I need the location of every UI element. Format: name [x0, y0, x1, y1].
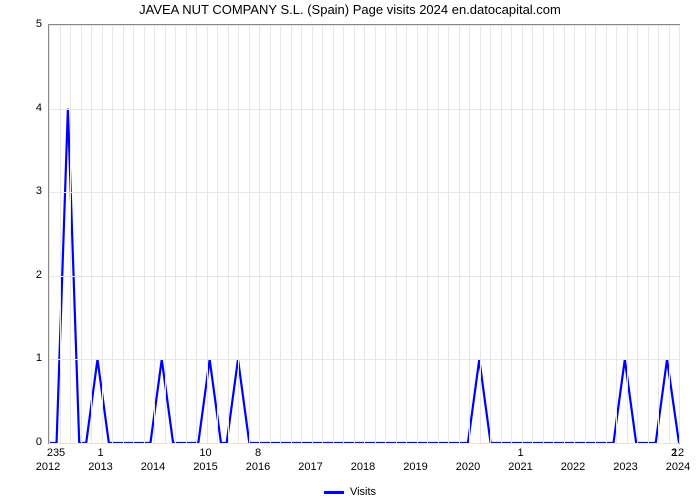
- gridline-v: [249, 25, 250, 443]
- x-tick-label: 2017: [298, 461, 322, 473]
- gridline-v: [301, 25, 302, 443]
- gridline-v: [49, 25, 50, 443]
- gridline-v: [564, 25, 565, 443]
- x-tick-label: 2014: [141, 461, 165, 473]
- gridline-v: [207, 25, 208, 443]
- gridline-v: [553, 25, 554, 443]
- gridline-v: [669, 25, 670, 443]
- y-tick-label: 2: [36, 269, 42, 281]
- gridline-v: [102, 25, 103, 443]
- gridline-v: [469, 25, 470, 443]
- gridline-v: [217, 25, 218, 443]
- gridline-v: [543, 25, 544, 443]
- x-tick-label: 2024: [666, 461, 690, 473]
- x-tick-label: 2012: [36, 461, 60, 473]
- gridline-v: [459, 25, 460, 443]
- gridline-v: [81, 25, 82, 443]
- value-label: 1: [97, 447, 103, 459]
- gridline-h: [49, 443, 679, 444]
- gridline-v: [165, 25, 166, 443]
- gridline-v: [154, 25, 155, 443]
- gridline-v: [396, 25, 397, 443]
- gridline-v: [616, 25, 617, 443]
- gridline-v: [648, 25, 649, 443]
- gridline-v: [658, 25, 659, 443]
- legend: Visits: [0, 486, 700, 498]
- gridline-v: [480, 25, 481, 443]
- gridline-v: [112, 25, 113, 443]
- gridline-v: [70, 25, 71, 443]
- gridline-v: [511, 25, 512, 443]
- legend-label: Visits: [350, 486, 376, 498]
- value-label: 8: [255, 447, 261, 459]
- gridline-v: [144, 25, 145, 443]
- x-axis: 2012201320142015201620172018201920202021…: [48, 446, 680, 482]
- chart-title: JAVEA NUT COMPANY S.L. (Spain) Page visi…: [0, 2, 700, 17]
- gridline-v: [91, 25, 92, 443]
- value-label: 10: [199, 447, 211, 459]
- x-tick-label: 2019: [403, 461, 427, 473]
- gridline-v: [385, 25, 386, 443]
- plot-area: [48, 24, 680, 444]
- gridline-v: [60, 25, 61, 443]
- gridline-v: [606, 25, 607, 443]
- x-tick-label: 2016: [246, 461, 270, 473]
- gridline-v: [627, 25, 628, 443]
- gridline-v: [679, 25, 680, 443]
- x-tick-label: 2013: [88, 461, 112, 473]
- gridline-v: [585, 25, 586, 443]
- gridline-v: [333, 25, 334, 443]
- y-tick-label: 3: [36, 185, 42, 197]
- y-tick-label: 4: [36, 102, 42, 114]
- x-tick-label: 2022: [561, 461, 585, 473]
- y-tick-label: 0: [36, 436, 42, 448]
- legend-swatch: [324, 491, 344, 494]
- gridline-v: [322, 25, 323, 443]
- gridline-v: [438, 25, 439, 443]
- gridline-v: [427, 25, 428, 443]
- gridline-v: [238, 25, 239, 443]
- value-label: 1: [517, 447, 523, 459]
- gridline-v: [595, 25, 596, 443]
- gridline-v: [270, 25, 271, 443]
- gridline-v: [501, 25, 502, 443]
- gridline-v: [312, 25, 313, 443]
- gridline-v: [175, 25, 176, 443]
- chart-container: JAVEA NUT COMPANY S.L. (Spain) Page visi…: [0, 0, 700, 500]
- gridline-v: [228, 25, 229, 443]
- gridline-v: [522, 25, 523, 443]
- gridline-v: [637, 25, 638, 443]
- gridline-v: [364, 25, 365, 443]
- y-tick-label: 1: [36, 352, 42, 364]
- gridline-v: [406, 25, 407, 443]
- gridline-v: [186, 25, 187, 443]
- value-label: 2: [671, 447, 677, 459]
- gridline-v: [291, 25, 292, 443]
- gridline-v: [354, 25, 355, 443]
- gridline-v: [259, 25, 260, 443]
- x-tick-label: 2015: [193, 461, 217, 473]
- gridline-v: [532, 25, 533, 443]
- x-tick-label: 2023: [613, 461, 637, 473]
- gridline-v: [196, 25, 197, 443]
- gridline-v: [574, 25, 575, 443]
- x-tick-label: 2020: [456, 461, 480, 473]
- gridline-v: [375, 25, 376, 443]
- gridline-v: [123, 25, 124, 443]
- gridline-v: [448, 25, 449, 443]
- x-tick-label: 2021: [508, 461, 532, 473]
- gridline-v: [343, 25, 344, 443]
- gridline-v: [490, 25, 491, 443]
- gridline-v: [133, 25, 134, 443]
- gridline-v: [417, 25, 418, 443]
- x-tick-label: 2018: [351, 461, 375, 473]
- gridline-v: [280, 25, 281, 443]
- value-label: 235: [47, 447, 65, 459]
- y-axis: 012345: [0, 24, 48, 444]
- y-tick-label: 5: [36, 18, 42, 30]
